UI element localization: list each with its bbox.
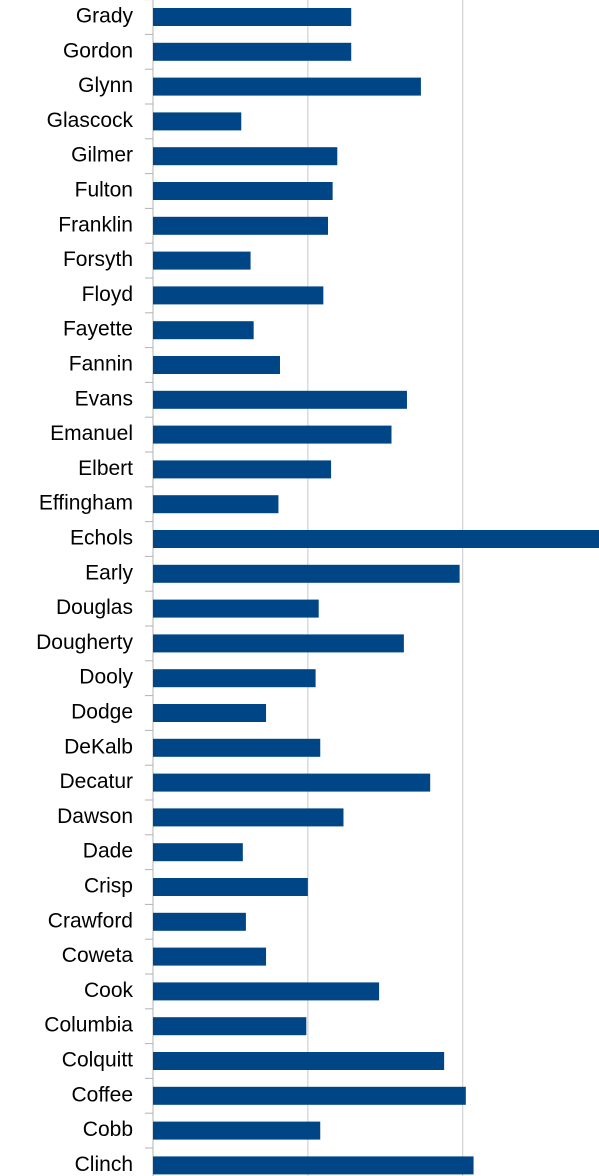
- bar: [153, 77, 421, 96]
- bar: [153, 112, 242, 131]
- y-tick-label: Early: [85, 561, 133, 584]
- bar: [153, 738, 321, 757]
- bar: [153, 390, 407, 409]
- y-tick-label: Emanuel: [50, 422, 133, 445]
- y-tick-label: DeKalb: [64, 735, 133, 758]
- bar: [153, 564, 460, 583]
- y-tick-label: Cobb: [83, 1118, 133, 1141]
- bar: [153, 1156, 474, 1175]
- bar: [153, 808, 344, 827]
- bar: [153, 216, 328, 235]
- y-tick-label: Decatur: [59, 770, 133, 793]
- bar: [153, 634, 404, 653]
- bar: [153, 321, 254, 340]
- y-tick-label: Dade: [83, 840, 133, 863]
- bar: [153, 356, 280, 374]
- y-tick-label: Douglas: [56, 596, 133, 619]
- y-tick-label: Crawford: [48, 909, 133, 932]
- bar: [153, 425, 392, 444]
- bar: [153, 147, 338, 166]
- y-tick-label: Coffee: [72, 1083, 134, 1106]
- y-tick-label: Cook: [84, 979, 134, 1002]
- bar: [153, 460, 332, 479]
- bar: [153, 42, 352, 61]
- y-tick-label: Fulton: [75, 179, 133, 202]
- bar: [153, 1121, 321, 1140]
- bar: [153, 982, 380, 1001]
- y-tick-label: Crisp: [84, 875, 133, 898]
- bar: [153, 599, 319, 618]
- y-tick-label: Echols: [70, 527, 133, 550]
- bar: [153, 773, 431, 792]
- bar: [153, 1052, 445, 1070]
- y-tick-label: Colquitt: [62, 1049, 133, 1072]
- y-tick-label: Glascock: [47, 109, 134, 132]
- y-tick-label: Dodge: [71, 701, 133, 724]
- y-tick-label: Effingham: [39, 492, 133, 515]
- bar: [153, 495, 279, 514]
- y-tick-label: Grady: [76, 5, 134, 28]
- y-tick-label: Gordon: [63, 39, 133, 62]
- y-tick-label: Columbia: [44, 1014, 133, 1037]
- y-tick-label: Dooly: [79, 666, 133, 689]
- bar: [153, 878, 308, 896]
- y-tick-label: Fayette: [63, 318, 133, 341]
- bar: [153, 669, 316, 688]
- bar: [153, 1017, 307, 1036]
- y-tick-label: Franklin: [58, 213, 133, 236]
- bar: [153, 286, 324, 305]
- y-tick-label: Clinch: [75, 1153, 133, 1176]
- y-tick-label: Forsyth: [63, 248, 133, 271]
- bar: [153, 8, 352, 26]
- bar: [153, 251, 251, 270]
- y-tick-label: Glynn: [78, 74, 133, 97]
- bar: [153, 912, 246, 931]
- y-tick-label: Coweta: [62, 944, 134, 967]
- bar: [153, 947, 267, 966]
- y-tick-label: Floyd: [82, 283, 133, 306]
- bar: [153, 843, 243, 862]
- bar: [153, 704, 267, 722]
- y-tick-label: Dougherty: [36, 631, 133, 654]
- bar: [153, 1086, 466, 1105]
- y-tick-label: Gilmer: [71, 144, 133, 167]
- y-tick-label: Fannin: [69, 353, 133, 376]
- y-tick-label: Evans: [75, 387, 133, 410]
- bar: [153, 530, 599, 548]
- y-tick-label: Elbert: [78, 457, 133, 480]
- bar: [153, 182, 333, 200]
- y-tick-label: Dawson: [57, 805, 133, 828]
